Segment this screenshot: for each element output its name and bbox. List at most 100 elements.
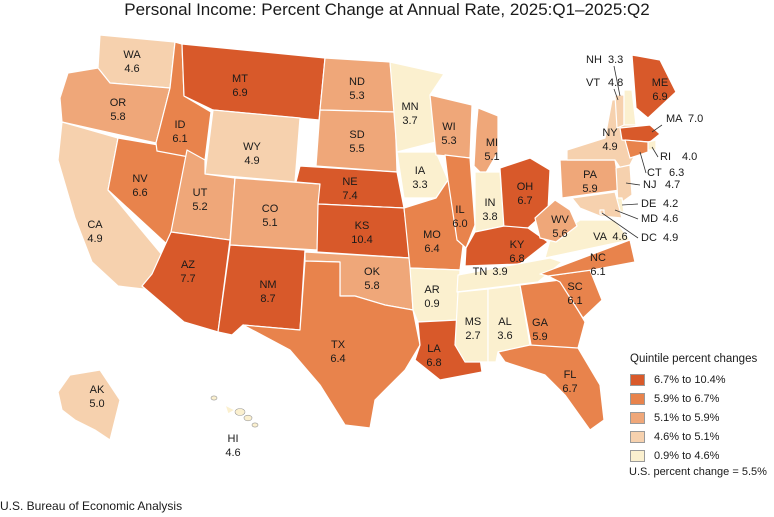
state-tx — [242, 260, 421, 429]
legend-item: 5.9% to 6.7% — [630, 389, 770, 408]
state-value-fl: 6.7 — [562, 383, 577, 395]
state-abbr-ma: MA — [666, 113, 683, 125]
state-value-ut: 5.2 — [192, 201, 207, 213]
state-abbr-wi: WI — [442, 121, 455, 133]
state-value-ga: 5.9 — [532, 331, 547, 343]
state-value-oh: 6.7 — [517, 195, 532, 207]
state-value-tn: 3.9 — [492, 266, 507, 278]
callout-line-vt — [613, 88, 619, 101]
state-abbr-ar: AR — [424, 284, 439, 296]
callout-line-de — [621, 203, 639, 206]
state-abbr-or: OR — [110, 97, 127, 109]
state-abbr-ia: IA — [415, 165, 426, 177]
state-value-id: 6.1 — [172, 133, 187, 145]
map-title: Personal Income: Percent Change at Annua… — [124, 0, 650, 19]
state-abbr-nj: NJ — [643, 179, 656, 191]
state-abbr-ct: CT — [647, 167, 662, 179]
legend-item: 5.1% to 5.9% — [630, 408, 770, 427]
state-value-ri: 4.0 — [682, 151, 697, 163]
callout-line-ri — [651, 146, 659, 158]
state-value-la: 6.8 — [426, 357, 441, 369]
callout-line-nh — [613, 65, 621, 97]
state-value-ar: 0.9 — [424, 298, 439, 310]
state-abbr-mi: MI — [486, 137, 498, 149]
state-value-tx: 6.4 — [330, 353, 345, 365]
state-nh — [623, 89, 637, 126]
callout-line-nj — [625, 182, 641, 186]
state-value-vt: 4.8 — [608, 77, 623, 89]
state-abbr-sd: SD — [349, 129, 364, 141]
state-abbr-tn: TN — [473, 266, 488, 278]
callout-line-dc — [601, 212, 639, 239]
state-abbr-ut: UT — [193, 187, 208, 199]
state-fl — [497, 344, 605, 431]
state-nc — [539, 239, 636, 277]
state-value-ct: 6.3 — [669, 167, 684, 179]
state-value-wa: 4.6 — [124, 63, 139, 75]
state-value-de: 4.2 — [663, 198, 678, 210]
state-value-nm: 8.7 — [260, 293, 275, 305]
state-value-ia: 3.3 — [412, 179, 427, 191]
state-value-co: 5.1 — [262, 217, 277, 229]
state-value-mi: 5.1 — [484, 151, 499, 163]
state-abbr-nd: ND — [349, 76, 365, 88]
hawaii-island — [251, 422, 259, 428]
state-abbr-in: IN — [485, 197, 496, 209]
state-abbr-wy: WY — [243, 141, 261, 153]
state-value-ny: 4.9 — [602, 141, 617, 153]
state-abbr-az: AZ — [181, 259, 195, 271]
state-value-nj: 4.7 — [665, 179, 680, 191]
state-abbr-ne: NE — [342, 176, 357, 188]
state-value-va: 4.6 — [612, 231, 627, 243]
state-value-hi: 4.6 — [225, 447, 240, 459]
state-value-ca: 4.9 — [87, 233, 102, 245]
hawaii-island — [234, 408, 246, 416]
state-value-ks: 10.4 — [351, 234, 372, 246]
state-abbr-nm: NM — [259, 279, 276, 291]
state-value-nc: 6.1 — [590, 266, 605, 278]
state-abbr-co: CO — [262, 203, 279, 215]
state-me — [631, 54, 677, 119]
state-abbr-wa: WA — [123, 49, 141, 61]
state-value-dc: 4.9 — [663, 232, 678, 244]
states-layer — [57, 34, 677, 441]
callout-line-md — [614, 209, 639, 220]
state-abbr-ca: CA — [87, 219, 103, 231]
state-value-or: 5.8 — [110, 111, 125, 123]
state-abbr-la: LA — [427, 343, 441, 355]
state-value-il: 6.0 — [452, 218, 467, 230]
callout-line-ma — [651, 124, 663, 133]
state-abbr-mn: MN — [401, 101, 418, 113]
state-value-wy: 4.9 — [244, 155, 259, 167]
state-sd — [315, 109, 398, 173]
state-ct — [624, 139, 649, 159]
hawaii-island — [210, 395, 218, 401]
state-value-wi: 5.3 — [441, 135, 456, 147]
legend: Quintile percent changes 6.7% to 10.4% 5.… — [630, 353, 770, 465]
state-value-mo: 6.4 — [424, 243, 439, 255]
state-value-ma: 7.0 — [688, 113, 703, 125]
legend-label: 0.9% to 4.6% — [654, 449, 720, 462]
state-value-nd: 5.3 — [349, 90, 364, 102]
state-abbr-nh: NH — [586, 54, 602, 66]
state-nj — [615, 164, 633, 206]
state-abbr-fl: FL — [564, 369, 577, 381]
state-ma — [619, 124, 661, 143]
state-abbr-ny: NY — [602, 127, 618, 139]
state-abbr-ms: MS — [465, 316, 482, 328]
state-value-mn: 3.7 — [402, 115, 417, 127]
state-value-ky: 6.8 — [509, 253, 524, 265]
hawaii-island — [243, 414, 253, 422]
state-value-nh: 3.3 — [608, 54, 623, 66]
state-abbr-hi: HI — [228, 433, 239, 445]
state-abbr-pa: PA — [583, 169, 598, 181]
legend-swatch — [630, 430, 645, 443]
state-value-md: 4.6 — [663, 213, 678, 225]
legend-item: 0.9% to 4.6% — [630, 446, 770, 465]
state-value-ne: 7.4 — [342, 190, 357, 202]
state-abbr-id: ID — [175, 119, 186, 131]
state-value-al: 3.6 — [497, 330, 512, 342]
state-value-sd: 5.5 — [349, 143, 364, 155]
legend-label: 6.7% to 10.4% — [654, 373, 726, 386]
state-ga — [519, 279, 586, 351]
